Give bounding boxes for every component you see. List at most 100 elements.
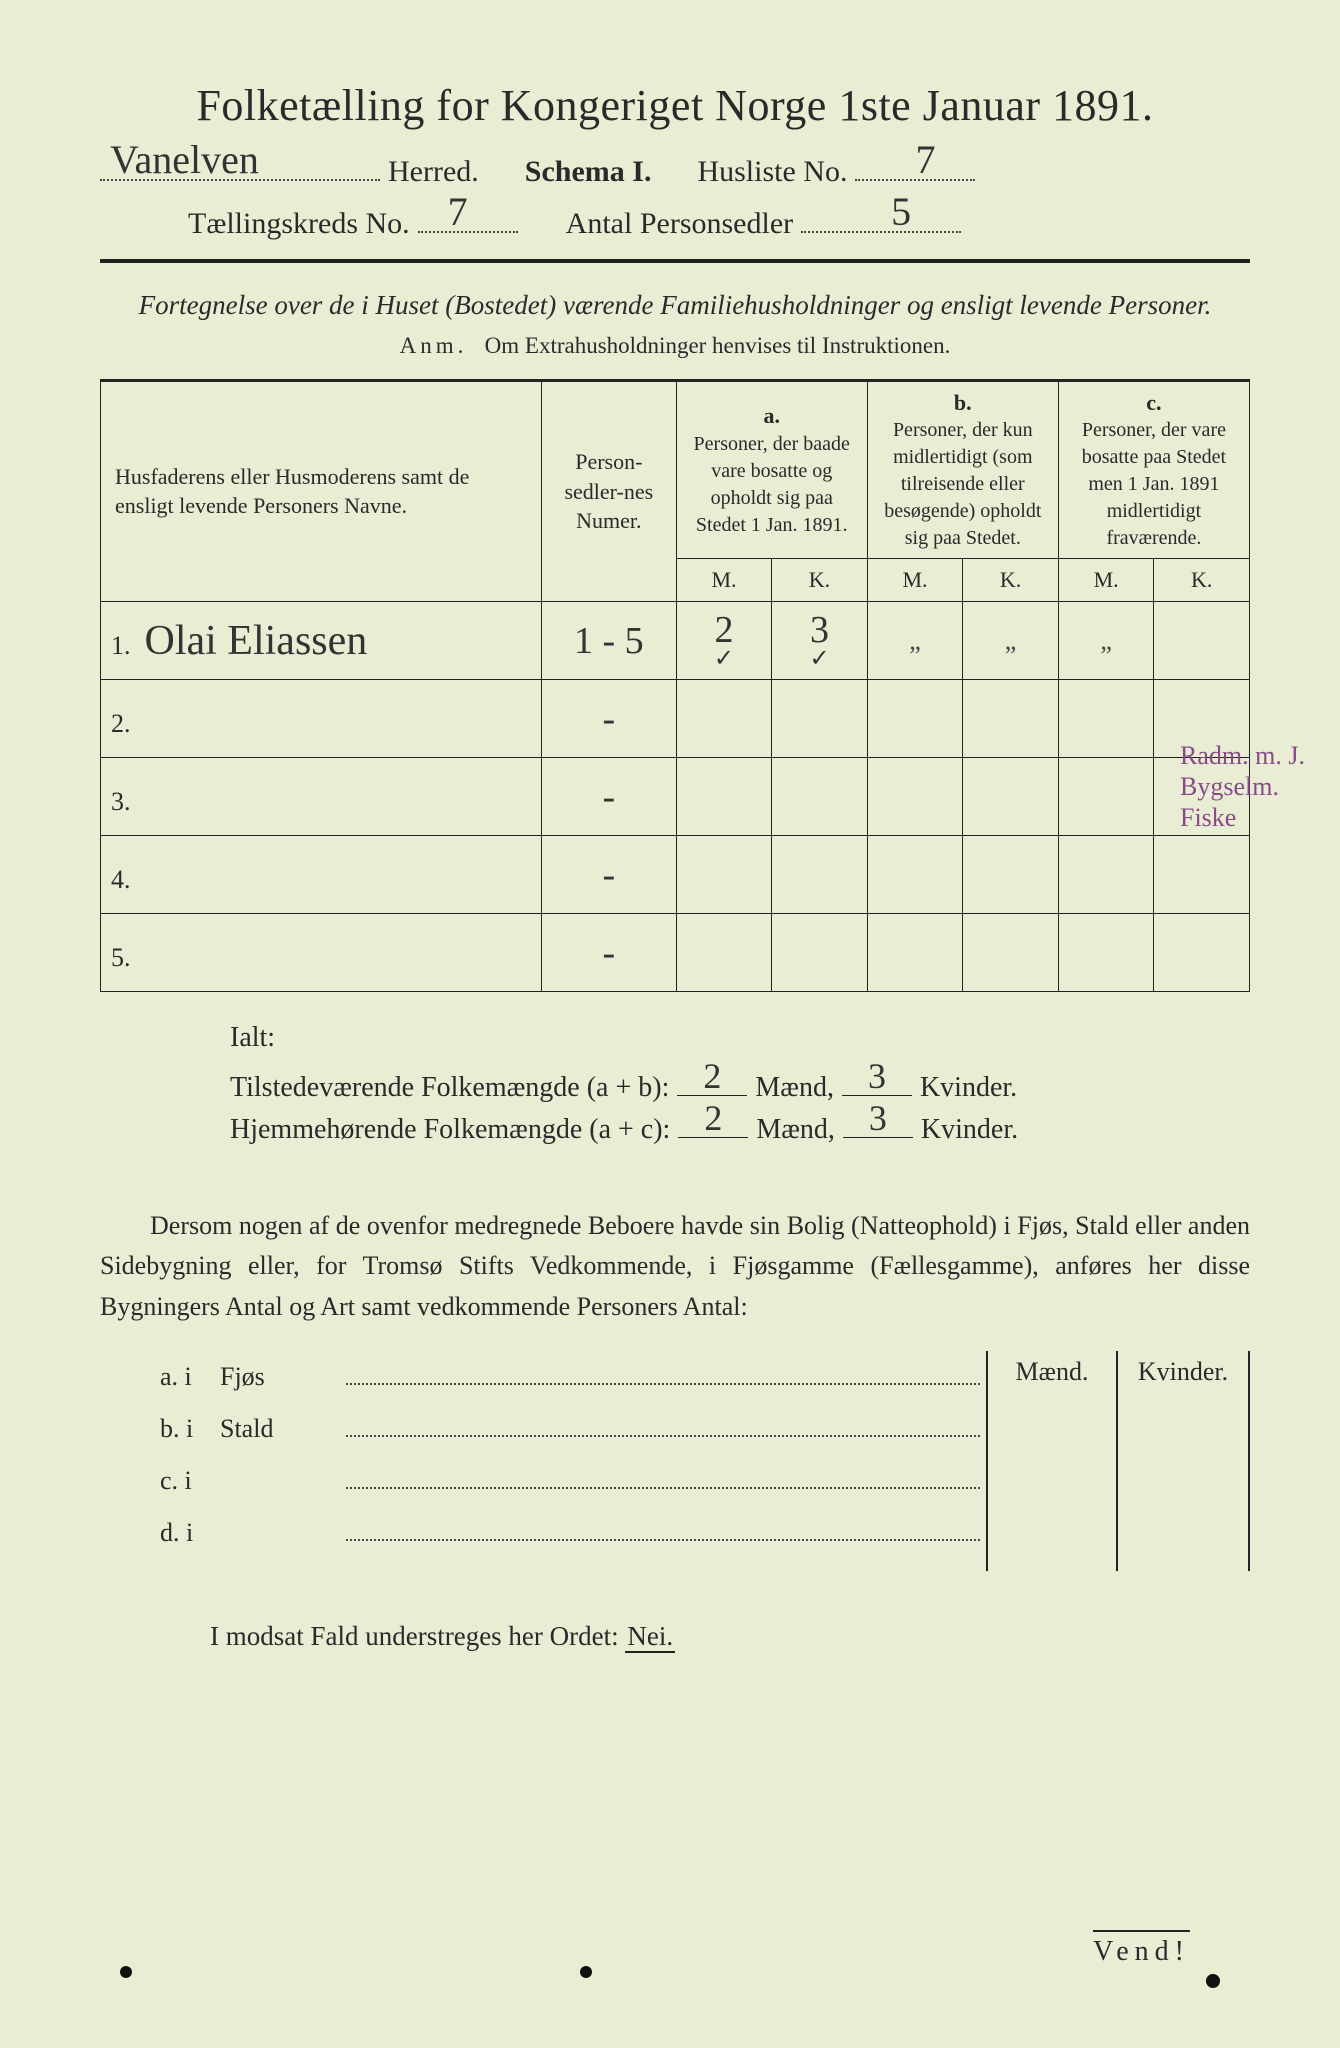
kreds-label: Tællingskreds No. <box>188 207 410 241</box>
num-cell: 1 - 5 <box>541 602 676 680</box>
name-cell: 3. <box>101 758 542 836</box>
totals-block: Ialt: Tilstedeværende Folkemængde (a + b… <box>100 1022 1250 1146</box>
value-cell <box>1154 836 1250 914</box>
building-row: d. i <box>160 1507 986 1559</box>
page-title: Folketælling for Kongeriget Norge 1ste J… <box>100 80 1250 131</box>
value-cell <box>1058 680 1154 758</box>
value-cell <box>963 680 1059 758</box>
th-a-k: K. <box>772 559 868 602</box>
value-cell <box>963 914 1059 992</box>
building-list: a. iFjøsb. iStaldc. id. i <box>100 1351 986 1559</box>
value-cell <box>867 680 963 758</box>
value-cell <box>676 680 772 758</box>
header-line-1: Vanelven Herred. Schema I. Husliste No. … <box>100 149 1250 189</box>
building-paragraph: Dersom nogen af de ovenfor medregnede Be… <box>100 1206 1250 1327</box>
value-cell <box>867 914 963 992</box>
divider <box>100 259 1250 263</box>
ialt-label: Ialt: <box>230 1022 1250 1054</box>
th-b-k: K. <box>963 559 1059 602</box>
value-cell <box>772 914 868 992</box>
antal-label: Antal Personsedler <box>566 207 793 241</box>
th-a-m: M. <box>676 559 772 602</box>
value-cell <box>1058 758 1154 836</box>
subtitle: Fortegnelse over de i Huset (Bostedet) v… <box>100 287 1250 325</box>
ink-blot <box>120 1966 132 1978</box>
nei-line: I modsat Fald understreges her Ordet: Ne… <box>100 1621 1250 1652</box>
value-cell <box>867 836 963 914</box>
antal-value: 5 <box>891 188 911 235</box>
l2-m-field: 2 <box>678 1137 748 1138</box>
name-cell: 4. <box>101 836 542 914</box>
value-cell <box>676 758 772 836</box>
mk-box: Mænd. Kvinder. <box>986 1351 1250 1571</box>
husliste-field: 7 <box>855 149 975 181</box>
value-cell <box>963 836 1059 914</box>
th-c: c. Personer, der vare bosatte paa Stedet… <box>1058 380 1249 559</box>
value-cell <box>676 836 772 914</box>
value-cell: 3✓ <box>772 602 868 680</box>
summary-line-1: Tilstedeværende Folkemængde (a + b): 2 M… <box>230 1072 1250 1104</box>
table-row: 1. Olai Eliassen1 - 52✓3✓„„„ <box>101 602 1250 680</box>
mk-kvinder: Kvinder. <box>1118 1351 1248 1571</box>
header-line-2: Tællingskreds No. 7 Antal Personsedler 5 <box>100 201 1250 241</box>
schema-label: Schema I. <box>525 155 652 189</box>
name-cell: 5. <box>101 914 542 992</box>
table-row: 3. - <box>101 758 1250 836</box>
building-section: a. iFjøsb. iStaldc. id. i Mænd. Kvinder. <box>100 1351 1250 1571</box>
th-b-m: M. <box>867 559 963 602</box>
value-cell <box>772 836 868 914</box>
th-num: Person-sedler-nes Numer. <box>541 380 676 601</box>
herred-label: Herred. <box>388 155 479 189</box>
building-row: b. iStald <box>160 1403 986 1455</box>
herred-value: Vanelven <box>110 136 259 183</box>
l1-m-field: 2 <box>677 1095 747 1096</box>
value-cell <box>1058 914 1154 992</box>
num-cell: - <box>541 758 676 836</box>
census-form-page: Folketælling for Kongeriget Norge 1ste J… <box>0 0 1340 2048</box>
l2-k-field: 3 <box>843 1137 913 1138</box>
value-cell <box>963 758 1059 836</box>
num-cell: - <box>541 836 676 914</box>
value-cell: 2✓ <box>676 602 772 680</box>
th-b: b. Personer, der kun midlertidigt (som t… <box>867 380 1058 559</box>
table-row: 5. - <box>101 914 1250 992</box>
value-cell <box>676 914 772 992</box>
mk-maend: Mænd. <box>988 1351 1118 1571</box>
husliste-value: 7 <box>915 136 935 183</box>
value-cell <box>772 680 868 758</box>
th-name: Husfaderens eller Husmoderens samt de en… <box>101 380 542 601</box>
main-table: Husfaderens eller Husmoderens samt de en… <box>100 379 1250 992</box>
herred-field: Vanelven <box>100 149 380 181</box>
kreds-value: 7 <box>448 188 468 235</box>
husliste-label: Husliste No. <box>697 155 847 189</box>
ink-blot <box>580 1966 592 1978</box>
building-row: a. iFjøs <box>160 1351 986 1403</box>
th-c-k: K. <box>1154 559 1250 602</box>
th-c-m: M. <box>1058 559 1154 602</box>
table-row: 2. - <box>101 680 1250 758</box>
anm-text: Om Extrahusholdninger henvises til Instr… <box>485 333 951 358</box>
value-cell: „ <box>867 602 963 680</box>
antal-field: 5 <box>801 201 961 233</box>
value-cell <box>1154 914 1250 992</box>
anm-prefix: Anm. <box>400 333 468 358</box>
name-cell: 1. Olai Eliassen <box>101 602 542 680</box>
value-cell <box>772 758 868 836</box>
num-cell: - <box>541 680 676 758</box>
value-cell <box>867 758 963 836</box>
margin-note: Radm. m. J. Bygselm. Fiske <box>1180 740 1330 834</box>
kreds-field: 7 <box>418 201 518 233</box>
building-row: c. i <box>160 1455 986 1507</box>
name-cell: 2. <box>101 680 542 758</box>
vend-label: Vend! <box>1093 1930 1190 1968</box>
nei-word: Nei. <box>625 1621 675 1653</box>
value-cell: „ <box>1058 602 1154 680</box>
th-a: a. Personer, der baade vare bosatte og o… <box>676 380 867 559</box>
table-row: 4. - <box>101 836 1250 914</box>
l1-k-field: 3 <box>842 1095 912 1096</box>
num-cell: - <box>541 914 676 992</box>
summary-line-2: Hjemmehørende Folkemængde (a + c): 2 Mæn… <box>230 1114 1250 1146</box>
value-cell <box>1154 602 1250 680</box>
value-cell: „ <box>963 602 1059 680</box>
anm-note: Anm. Om Extrahusholdninger henvises til … <box>100 333 1250 359</box>
